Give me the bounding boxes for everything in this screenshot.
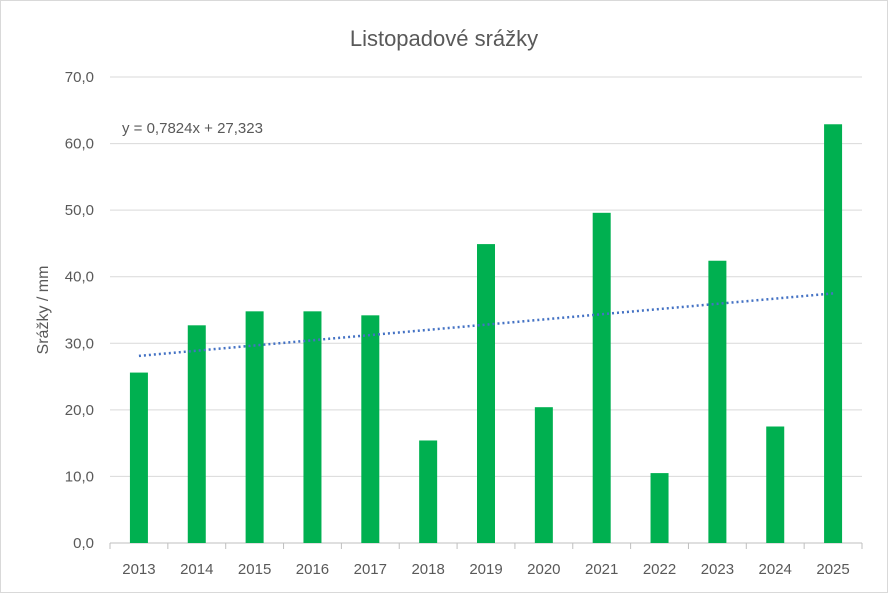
trendline xyxy=(138,292,834,358)
trendline-equation: y = 0,7824x + 27,323 xyxy=(122,120,263,137)
bar-2021 xyxy=(592,212,611,543)
x-tick-label: 2023 xyxy=(701,561,734,578)
bar-2013 xyxy=(129,372,148,543)
y-tick-label: 0,0 xyxy=(73,535,94,552)
bar-2016 xyxy=(303,311,322,543)
y-tick-label: 50,0 xyxy=(65,202,94,219)
x-tick-label: 2025 xyxy=(816,561,849,578)
x-tick-label: 2024 xyxy=(759,561,792,578)
y-axis-label: Srážky / mm xyxy=(35,266,52,355)
x-tick-label: 2013 xyxy=(122,561,155,578)
bar-2024 xyxy=(766,426,785,543)
y-tick-label: 40,0 xyxy=(65,269,94,286)
bar-2014 xyxy=(187,325,206,543)
bar-2018 xyxy=(419,440,438,543)
chart-title: Listopadové srážky xyxy=(350,26,538,51)
y-tick-label: 30,0 xyxy=(65,335,94,352)
bar-2017 xyxy=(361,315,380,543)
x-tick-label: 2016 xyxy=(296,561,329,578)
x-tick-label: 2014 xyxy=(180,561,213,578)
x-tick-label: 2017 xyxy=(354,561,387,578)
bar-2015 xyxy=(245,311,264,543)
y-tick-label: 20,0 xyxy=(65,402,94,419)
bar-2022 xyxy=(650,473,669,543)
bar-2025 xyxy=(824,124,843,543)
y-tick-label: 60,0 xyxy=(65,136,94,153)
bar-2019 xyxy=(477,244,495,543)
y-tick-label: 10,0 xyxy=(65,468,94,485)
x-tick-label: 2021 xyxy=(585,561,618,578)
bar-2020 xyxy=(534,407,553,543)
y-tick-label: 70,0 xyxy=(65,69,94,86)
x-tick-label: 2020 xyxy=(527,561,560,578)
x-tick-label: 2015 xyxy=(238,561,271,578)
x-tick-label: 2022 xyxy=(643,561,676,578)
bar-2023 xyxy=(708,260,727,543)
x-tick-label: 2018 xyxy=(411,561,444,578)
x-tick-label: 2019 xyxy=(469,561,502,578)
